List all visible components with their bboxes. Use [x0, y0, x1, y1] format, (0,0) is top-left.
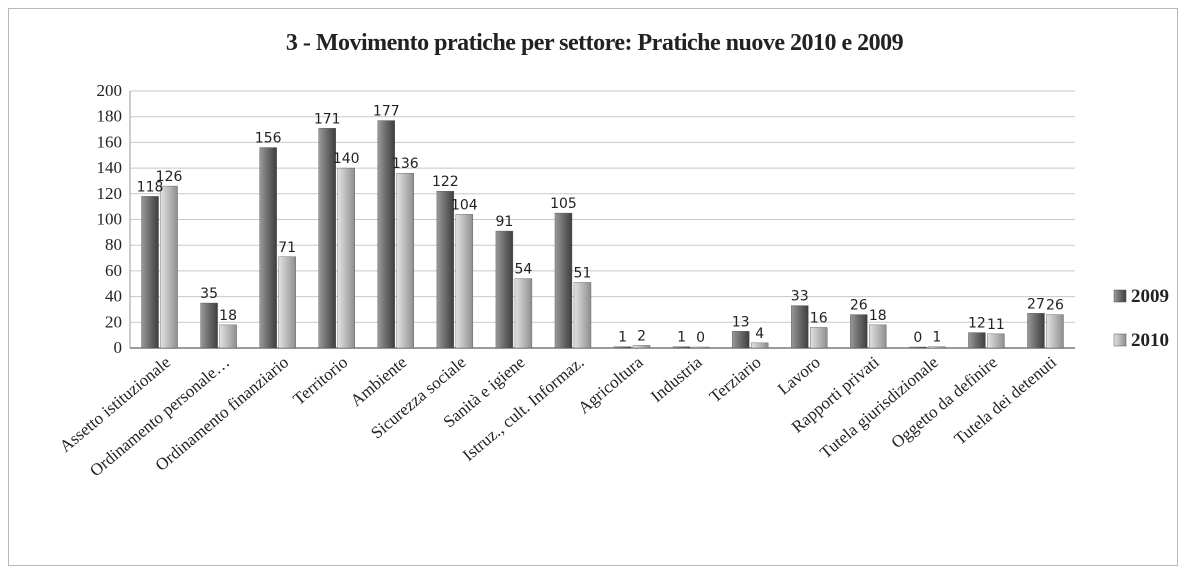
- bar-2009: [318, 128, 336, 349]
- category-label: Industria: [647, 352, 706, 406]
- data-label-2010: 126: [156, 169, 183, 185]
- bar-2009: [909, 346, 927, 349]
- data-label-2010: 4: [755, 326, 764, 342]
- bar-2009: [1027, 313, 1045, 349]
- y-tick-label: 120: [97, 184, 123, 203]
- category-label: Territorio: [289, 353, 351, 409]
- legend-label-2009: 2009: [1131, 286, 1169, 307]
- category-label: Tutela dei detenuti: [951, 352, 1061, 448]
- bar-2010: [573, 282, 592, 349]
- bar-2009: [613, 346, 632, 349]
- y-tick-label: 140: [97, 158, 123, 177]
- bar-2010: [278, 256, 296, 349]
- data-label-2009: 171: [314, 111, 341, 127]
- bar-2009: [495, 230, 514, 349]
- category-label: Lavoro: [774, 353, 824, 399]
- data-label-2010: 71: [278, 240, 296, 256]
- data-label-2009: 0: [913, 330, 922, 346]
- bar-2009: [672, 346, 691, 349]
- category-label: Terziario: [706, 353, 765, 407]
- data-label-2009: 35: [200, 286, 218, 302]
- category-label: Agricoltura: [574, 352, 647, 417]
- legend-label-2010: 2010: [1131, 330, 1169, 351]
- bar-2010: [455, 214, 474, 349]
- y-tick-label: 60: [105, 261, 122, 280]
- data-label-2009: 26: [850, 298, 868, 314]
- y-tick-label: 200: [97, 81, 123, 100]
- data-label-2009: 12: [968, 316, 986, 332]
- data-label-2009: 177: [373, 104, 400, 120]
- bar-2009: [141, 196, 159, 349]
- data-label-2010: 51: [574, 265, 592, 281]
- bar-2010: [750, 342, 769, 349]
- bar-2009: [968, 332, 986, 349]
- data-label-2009: 13: [732, 314, 750, 330]
- bar-2010: [632, 345, 651, 349]
- bar-2009: [554, 212, 573, 349]
- data-label-2009: 91: [495, 214, 513, 230]
- legend-swatch-2010: [1113, 333, 1127, 347]
- y-tick-label: 160: [97, 132, 123, 151]
- data-label-2010: 16: [810, 310, 828, 326]
- data-label-2009: 118: [137, 179, 164, 195]
- bar-2010: [1046, 314, 1064, 349]
- bar-2009: [377, 120, 395, 349]
- data-label-2010: 18: [219, 308, 237, 324]
- data-label-2010: 54: [514, 262, 532, 278]
- data-label-2009: 1: [618, 330, 627, 346]
- y-tick-label: 180: [97, 107, 123, 126]
- data-label-2009: 27: [1027, 296, 1045, 312]
- chart-frame: [8, 8, 1178, 566]
- y-tick-label: 20: [105, 312, 122, 331]
- y-tick-label: 100: [97, 210, 123, 229]
- data-label-2009: 1: [677, 330, 686, 346]
- bar-2009: [731, 331, 750, 349]
- bar-2009: [436, 191, 455, 349]
- bar-2010: [514, 278, 533, 349]
- legend-swatch-2009: [1113, 289, 1127, 303]
- data-label-2010: 1: [932, 330, 941, 346]
- data-label-2010: 140: [333, 151, 360, 167]
- bar-2010: [160, 185, 178, 349]
- bar-2009: [259, 147, 277, 349]
- data-label-2010: 18: [869, 308, 887, 324]
- bar-2010: [810, 327, 828, 349]
- data-label-2009: 105: [550, 196, 577, 212]
- bar-2010: [928, 346, 946, 349]
- bar-2009: [850, 314, 868, 349]
- y-tick-label: 80: [105, 235, 122, 254]
- bar-2010: [987, 333, 1005, 349]
- bar-2010: [219, 324, 237, 349]
- data-label-2010: 2: [637, 328, 646, 344]
- bar-2010: [691, 346, 710, 349]
- data-label-2009: 33: [791, 289, 809, 305]
- bar-2009: [200, 302, 218, 349]
- bar-2010: [337, 167, 355, 349]
- chart-title: 3 - Movimento pratiche per settore: Prat…: [285, 30, 904, 56]
- bar-2010: [396, 173, 414, 349]
- data-label-2010: 0: [696, 330, 705, 346]
- y-tick-label: 40: [105, 287, 122, 306]
- data-label-2009: 156: [255, 131, 282, 147]
- data-label-2010: 11: [987, 317, 1005, 333]
- y-tick-label: 0: [114, 338, 123, 357]
- bar-2009: [791, 305, 809, 349]
- data-label-2010: 136: [392, 156, 419, 172]
- data-label-2009: 122: [432, 174, 459, 190]
- bar-2010: [869, 324, 887, 349]
- data-label-2010: 104: [451, 197, 478, 213]
- data-label-2010: 26: [1046, 298, 1064, 314]
- category-label: Oggetto da definire: [888, 353, 1001, 453]
